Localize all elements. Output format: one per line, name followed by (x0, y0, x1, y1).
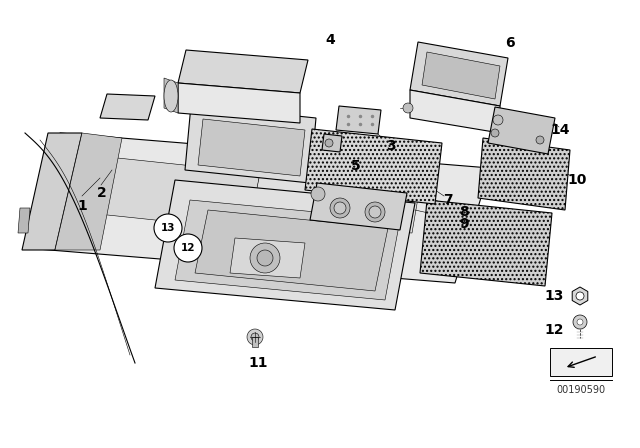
Polygon shape (305, 129, 442, 204)
Polygon shape (155, 180, 415, 310)
Text: 9: 9 (459, 217, 469, 231)
Text: 7: 7 (443, 193, 453, 207)
Polygon shape (18, 208, 30, 233)
Text: 2: 2 (97, 186, 107, 200)
Circle shape (325, 139, 333, 147)
Ellipse shape (164, 80, 178, 112)
Polygon shape (178, 50, 308, 93)
Text: 11: 11 (248, 356, 268, 370)
Polygon shape (185, 105, 316, 183)
Text: 10: 10 (567, 173, 587, 187)
Circle shape (403, 103, 413, 113)
Polygon shape (22, 133, 82, 250)
Polygon shape (195, 210, 388, 291)
Polygon shape (488, 107, 555, 154)
Polygon shape (230, 238, 305, 278)
Text: 14: 14 (550, 123, 570, 137)
Text: 00190590: 00190590 (556, 385, 605, 395)
Circle shape (154, 214, 182, 242)
Text: 3: 3 (386, 139, 396, 153)
Circle shape (365, 202, 385, 222)
Polygon shape (100, 94, 155, 120)
Polygon shape (422, 52, 500, 99)
Polygon shape (478, 138, 570, 210)
Circle shape (573, 315, 587, 329)
Circle shape (311, 187, 325, 201)
Circle shape (250, 243, 280, 273)
Circle shape (369, 206, 381, 218)
Polygon shape (198, 119, 305, 176)
Text: 5: 5 (351, 159, 361, 173)
Text: 6: 6 (505, 36, 515, 50)
Polygon shape (410, 90, 500, 133)
Circle shape (493, 115, 503, 125)
Circle shape (247, 329, 263, 345)
Polygon shape (310, 183, 407, 230)
Polygon shape (164, 78, 178, 113)
Circle shape (536, 136, 544, 144)
Polygon shape (55, 133, 122, 250)
Text: 13: 13 (544, 289, 564, 303)
Text: 13: 13 (161, 223, 175, 233)
Text: 12: 12 (180, 243, 195, 253)
Polygon shape (336, 106, 381, 134)
Circle shape (330, 198, 350, 218)
Circle shape (576, 292, 584, 300)
Text: 4: 4 (325, 33, 335, 47)
Polygon shape (60, 153, 260, 230)
Bar (252, 337, 258, 347)
Text: 12: 12 (544, 323, 564, 337)
Polygon shape (178, 83, 300, 123)
Circle shape (334, 202, 346, 214)
Circle shape (251, 333, 259, 341)
Polygon shape (410, 42, 508, 106)
Bar (550, 348, 612, 376)
Circle shape (577, 319, 583, 325)
Text: 8: 8 (459, 205, 469, 219)
Polygon shape (420, 200, 552, 286)
Polygon shape (25, 133, 490, 283)
Polygon shape (175, 200, 400, 300)
Circle shape (257, 250, 273, 266)
Text: 1: 1 (77, 199, 87, 213)
Polygon shape (250, 173, 420, 233)
Circle shape (491, 129, 499, 137)
Circle shape (174, 234, 202, 262)
Polygon shape (322, 134, 342, 152)
